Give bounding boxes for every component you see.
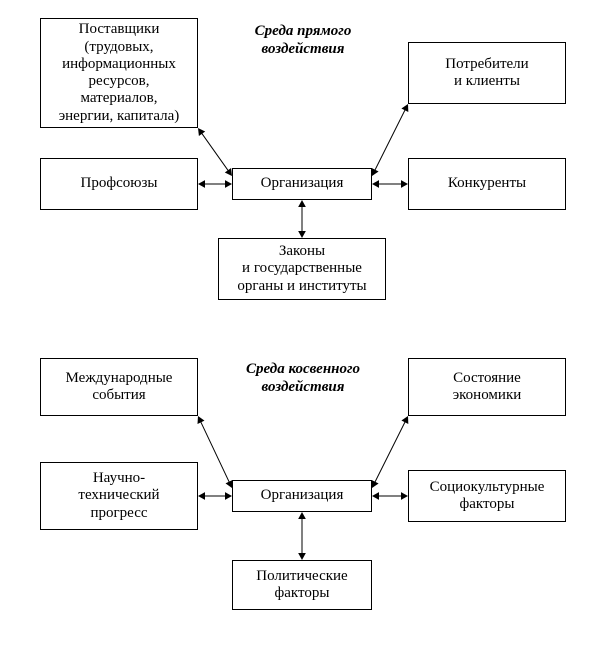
node-consumers: Потребителии клиенты — [408, 42, 566, 104]
node-suppliers: Поставщики(трудовых,информационныхресурс… — [40, 18, 198, 128]
diagram-canvas: { "diagram": { "type": "flowchart", "can… — [0, 0, 599, 664]
node-economy: Состояниеэкономики — [408, 358, 566, 416]
section-title-direct: Среда прямоговоздействия — [218, 22, 388, 58]
node-org1: Организация — [232, 168, 372, 200]
node-laws: Законыи государственныеорганы и институт… — [218, 238, 386, 300]
node-science: Научно-техническийпрогресс — [40, 462, 198, 530]
node-unions: Профсоюзы — [40, 158, 198, 210]
node-competitors: Конкуренты — [408, 158, 566, 210]
node-political: Политическиефакторы — [232, 560, 372, 610]
node-intl: Международныесобытия — [40, 358, 198, 416]
node-socio: Социокультурныефакторы — [408, 470, 566, 522]
section-title-indirect: Среда косвенноговоздействия — [218, 360, 388, 396]
node-org2: Организация — [232, 480, 372, 512]
